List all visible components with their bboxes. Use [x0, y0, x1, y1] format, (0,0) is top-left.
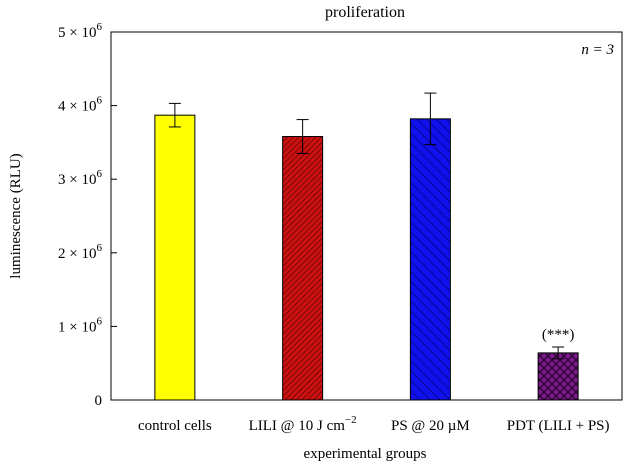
x-axis-label: experimental groups — [304, 446, 427, 462]
y-tick-label: 0 — [95, 393, 103, 409]
y-tick-label: 4 × 106 — [58, 95, 102, 115]
sample-size-annotation: n = 3 — [581, 42, 614, 58]
plot-frame — [110, 31, 623, 401]
y-tick-label: 3 × 106 — [58, 168, 102, 188]
x-tick-label: PDT (LILI + PS) — [507, 418, 610, 434]
significance-label: (***) — [542, 327, 575, 343]
bar — [537, 352, 579, 401]
y-tick-label: 5 × 106 — [58, 21, 102, 41]
x-tick-label: PS @ 20 µM — [391, 418, 470, 434]
y-axis-label: luminescence (RLU) — [8, 153, 24, 278]
bars-group: (***) — [154, 92, 579, 401]
chart-title: proliferation — [325, 4, 405, 21]
bar — [154, 114, 196, 401]
y-tick-label: 2 × 106 — [58, 242, 102, 262]
bar — [409, 118, 451, 401]
bar — [282, 136, 324, 401]
x-tick-label: LILI @ 10 J cm−2 — [249, 414, 357, 434]
y-axis: 0 1 × 106 2 × 106 3 × 106 4 × 106 5 × 106 — [58, 21, 117, 409]
x-tick-label: control cells — [138, 418, 212, 434]
x-axis: control cells LILI @ 10 J cm−2 PS @ 20 µM P… — [138, 414, 610, 434]
y-tick-label: 1 × 106 — [58, 315, 102, 335]
